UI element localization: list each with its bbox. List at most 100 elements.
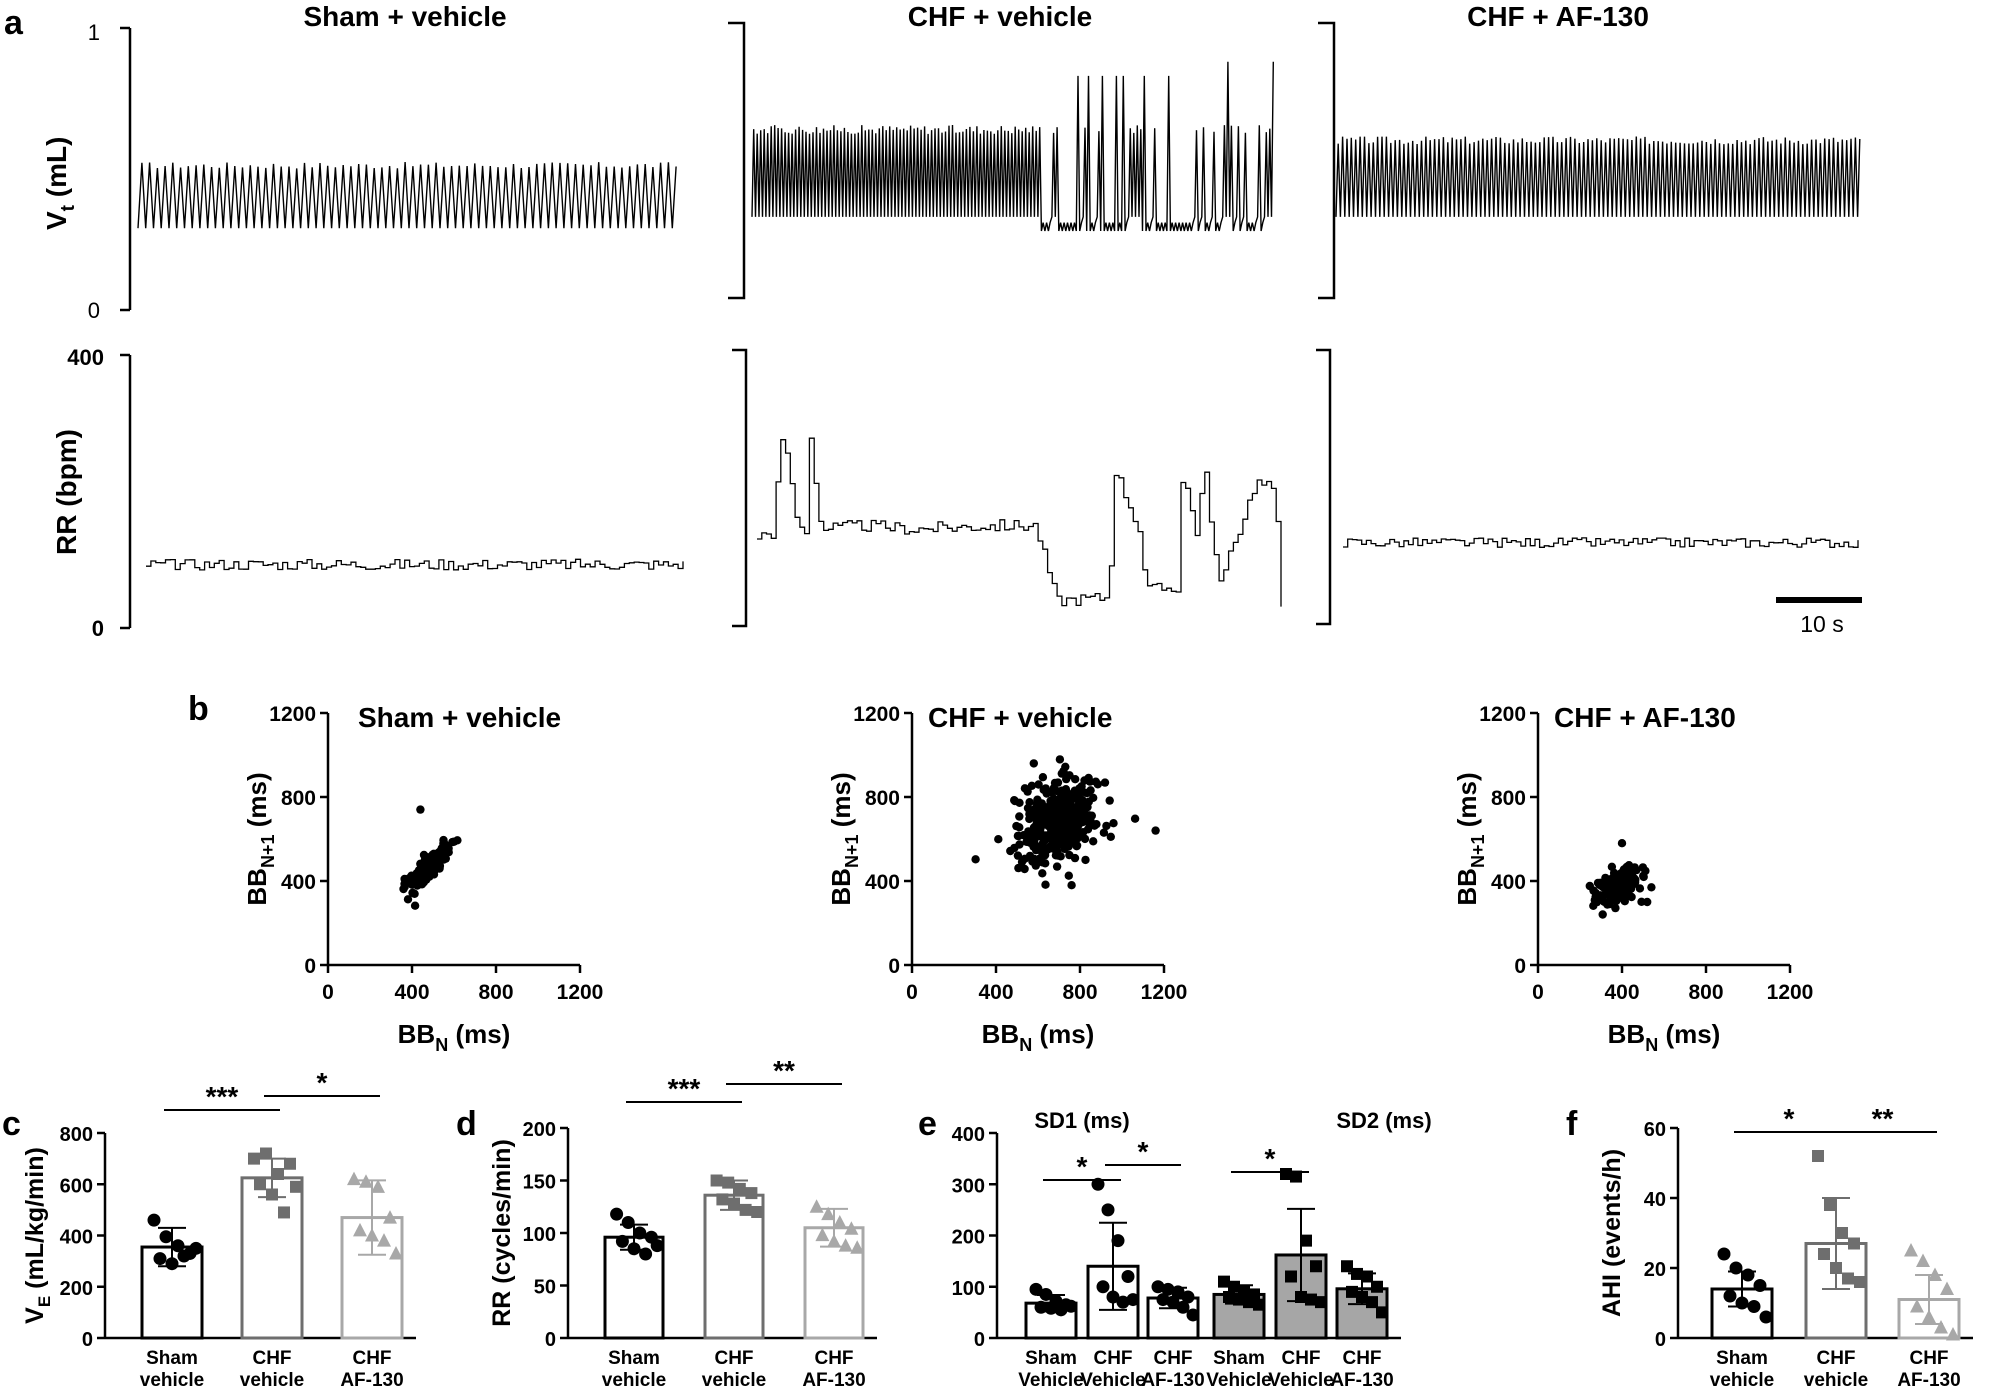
x-tick-label: CHF <box>1342 1348 1381 1369</box>
scatter-point <box>1059 766 1068 776</box>
data-point <box>389 1245 403 1260</box>
data-point <box>1039 1287 1053 1301</box>
y-axis-label: VE (mL/kg/min) <box>21 1147 54 1324</box>
data-point <box>751 1206 764 1218</box>
vt-tick-0: 0 <box>88 298 100 323</box>
x-tick-label: 400 <box>394 981 429 1004</box>
data-point <box>1151 1280 1165 1294</box>
rr-tick-0: 0 <box>92 616 104 641</box>
x-tick-label: Vehicle <box>1018 1370 1084 1389</box>
data-point <box>1161 1282 1175 1296</box>
scatter-point <box>1020 864 1029 874</box>
data-point <box>739 1203 752 1216</box>
x-axis-label: BBN (ms) <box>1608 1019 1721 1055</box>
scatter-point <box>1068 826 1077 836</box>
data-point <box>359 1174 373 1188</box>
y-tick-label: 200 <box>523 1119 556 1141</box>
y-tick-label: 0 <box>1514 955 1526 978</box>
scatter-point <box>1598 910 1607 919</box>
scatter-point <box>1036 857 1045 866</box>
poincare-2: 00 400 400 800 800 1200 1200 BBN (ms) BBN+1 (ms) <box>1452 703 1813 1055</box>
data-point <box>1946 1327 1960 1341</box>
data-point <box>1156 1293 1170 1307</box>
scatter-point <box>1014 863 1023 873</box>
data-point <box>159 1230 173 1244</box>
vt-bracket-chf <box>728 21 746 300</box>
data-point <box>633 1226 647 1240</box>
data-point <box>615 1234 629 1248</box>
scatter-point <box>1015 840 1024 849</box>
x-tick-label: 0 <box>906 981 918 1004</box>
data-point <box>838 1238 853 1252</box>
scatter-point <box>1049 802 1058 811</box>
x-tick-label: 0 <box>1532 981 1544 1004</box>
data-point <box>1044 1301 1058 1315</box>
data-point <box>284 1157 296 1170</box>
subtitle-sd2: SD2 (ms) <box>1336 1108 1431 1133</box>
y-tick-label: 0 <box>1655 1329 1666 1351</box>
y-tick-label: 300 <box>952 1175 985 1197</box>
data-point <box>1126 1293 1140 1307</box>
x-tick-label: CHF <box>714 1348 753 1369</box>
data-point <box>639 1247 653 1261</box>
poincare-title-sham: Sham + vehicle <box>358 702 561 733</box>
scatter-point <box>1043 806 1052 815</box>
x-tick-label: 1200 <box>1767 981 1814 1004</box>
scatter-point <box>1093 780 1103 789</box>
scatter-point <box>425 859 434 868</box>
y-axis-label: BBN+1 (ms) <box>242 772 278 905</box>
y-tick-label: 60 <box>1644 1119 1666 1141</box>
scatter-point <box>1068 794 1078 803</box>
vt-axis-label: Vt (mL) <box>41 137 79 230</box>
data-point <box>1376 1306 1388 1319</box>
scatter-point <box>1077 782 1086 791</box>
x-tick-label: Sham <box>1213 1348 1265 1369</box>
scatter-point <box>1029 759 1039 768</box>
scatter-point <box>1106 832 1116 841</box>
data-point <box>377 1233 391 1247</box>
data-point <box>1285 1270 1297 1283</box>
poincare-0: 00 400 400 800 800 1200 1200 BBN (ms) BBN+1 (ms) <box>242 703 603 1055</box>
data-point <box>1101 1203 1115 1217</box>
vt-trace-af130 <box>1335 136 1861 217</box>
data-point <box>1034 1300 1048 1314</box>
scatter-point <box>400 879 409 888</box>
data-point <box>1717 1247 1731 1261</box>
x-tick-label: CHF <box>1909 1348 1948 1369</box>
data-point <box>1054 1303 1068 1317</box>
scatter-point <box>1092 820 1101 829</box>
data-point <box>1176 1300 1190 1314</box>
data-point <box>832 1215 847 1229</box>
x-tick-label: vehicle <box>1804 1370 1868 1389</box>
vt-bracket-af130 <box>1318 21 1336 300</box>
data-point <box>147 1213 161 1227</box>
scatter-point <box>1625 891 1635 901</box>
y-tick-label: 1200 <box>269 703 316 726</box>
scatter-point <box>1041 831 1051 840</box>
significance-label: ** <box>773 1055 795 1086</box>
data-point <box>1910 1299 1924 1313</box>
scatter-point <box>439 835 448 845</box>
y-tick-label: 0 <box>974 1329 985 1351</box>
data-point <box>1171 1285 1185 1299</box>
y-tick-label: 400 <box>952 1124 985 1146</box>
scatter-point <box>1641 866 1650 876</box>
bar <box>240 1176 304 1340</box>
y-tick-label: 800 <box>865 787 900 810</box>
scatter-point <box>1065 771 1074 780</box>
data-point <box>1253 1298 1265 1311</box>
y-tick-label: 800 <box>60 1124 93 1146</box>
data-point <box>1940 1281 1954 1295</box>
trace-title-sham: Sham + vehicle <box>303 1 506 32</box>
vt-tick-1: 1 <box>88 20 100 45</box>
y-tick-label: 600 <box>60 1175 93 1197</box>
data-point <box>1753 1279 1767 1292</box>
data-point <box>266 1188 278 1201</box>
scatter-point <box>971 855 980 864</box>
bar <box>603 1235 665 1340</box>
x-tick-label: AF-130 <box>802 1370 865 1389</box>
x-tick-label: vehicle <box>240 1370 304 1389</box>
